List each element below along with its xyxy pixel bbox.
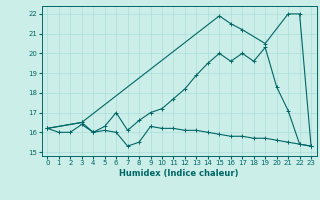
X-axis label: Humidex (Indice chaleur): Humidex (Indice chaleur) — [119, 169, 239, 178]
